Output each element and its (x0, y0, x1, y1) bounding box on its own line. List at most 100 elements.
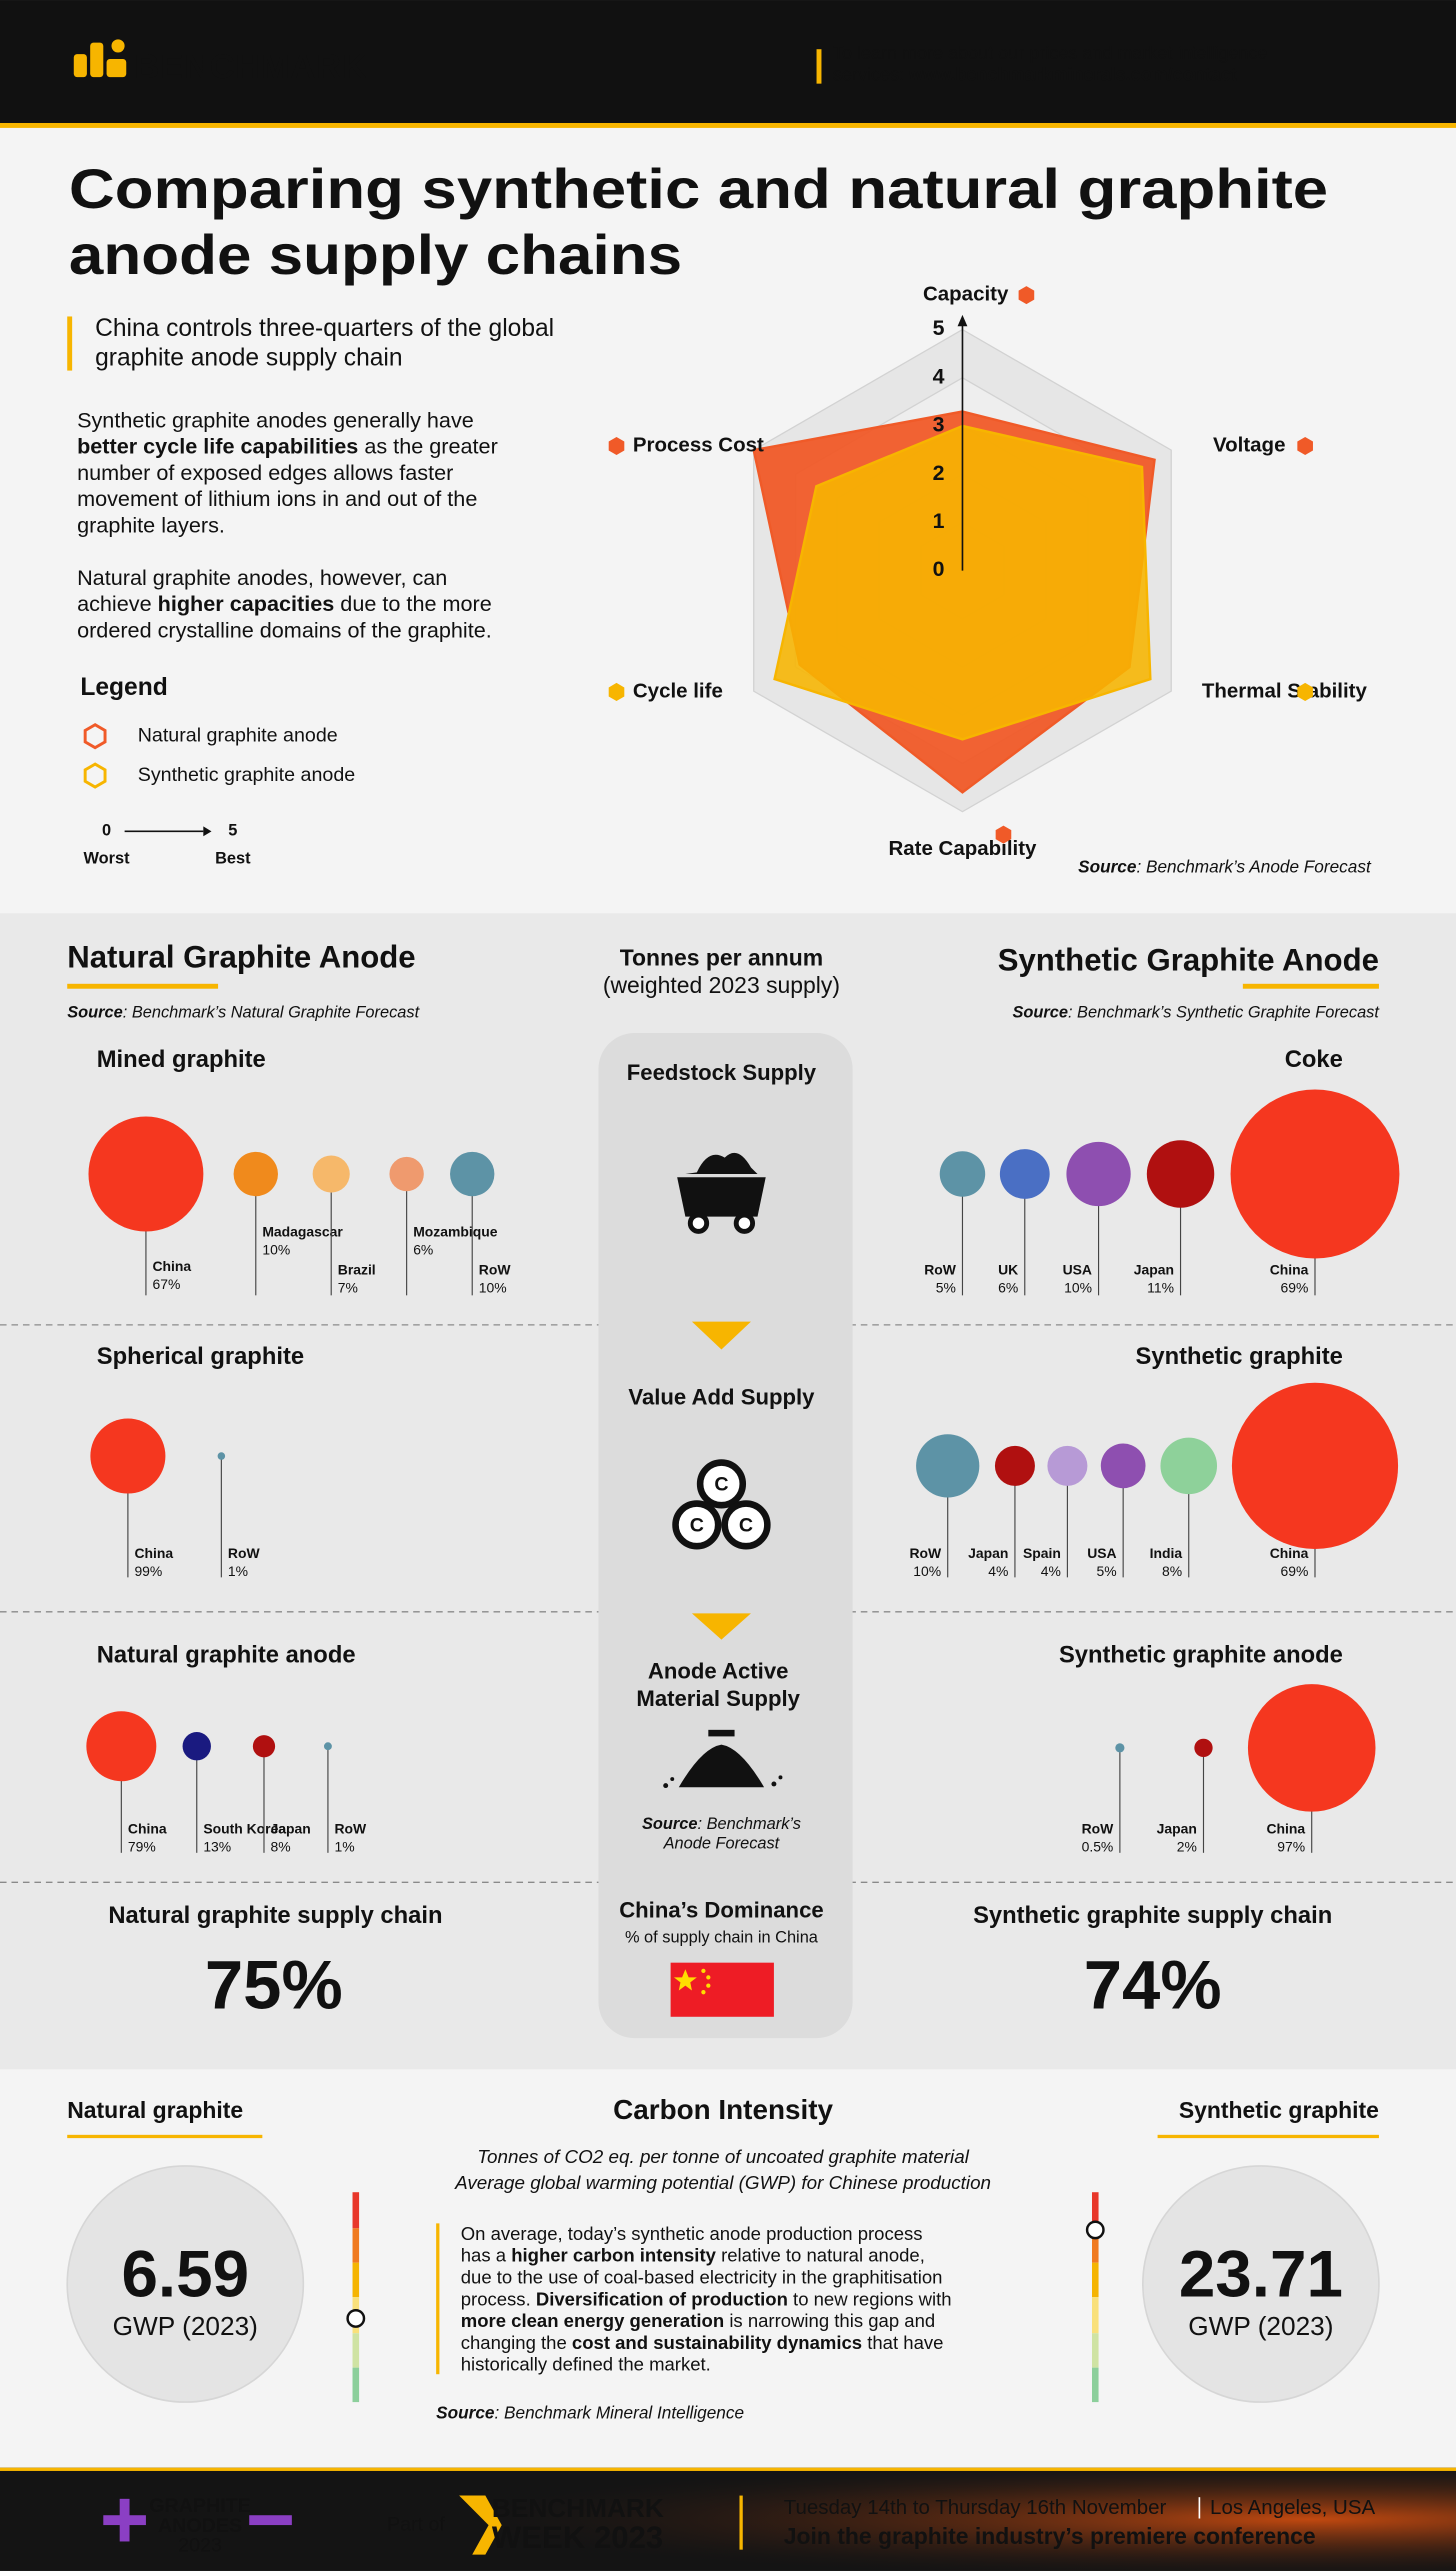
event-name: 2023 (178, 2535, 222, 2557)
bubble (1047, 1445, 1088, 1486)
gwp-unit: GWP (2023) (1188, 2311, 1333, 2341)
bubble (999, 1149, 1050, 1199)
category-label: Japan (1157, 1821, 1197, 1837)
r-tick-label: 4 (933, 364, 945, 388)
source: Source: Benchmark’s Anode Forecast (1078, 856, 1372, 876)
bubble (88, 1116, 204, 1232)
text-run: Source (436, 2402, 495, 2422)
body-line: historically defined the market. (461, 2354, 711, 2375)
text-run: Source (642, 1815, 698, 1833)
value-label: 8% (1162, 1563, 1182, 1579)
text-run: better cycle life capabilities (77, 433, 358, 458)
event-name: ANODES (158, 2515, 242, 2537)
chain-title: Natural graphite supply chain (108, 1902, 442, 1929)
tagline: Join the graphite industry’s premiere co… (784, 2523, 1316, 2549)
carbon-subtitle: Average global warming potential (GWP) f… (454, 2172, 991, 2193)
body-line: On average, today’s synthetic anode prod… (461, 2223, 923, 2244)
value-label: 5% (1096, 1563, 1116, 1579)
value-label: 5% (936, 1279, 956, 1295)
flow-arrow (691, 1613, 751, 1640)
value-label: 8% (271, 1839, 291, 1855)
value-label: 1% (334, 1839, 354, 1855)
globe (66, 2165, 1380, 2403)
bubble (217, 1452, 226, 1460)
source: Source: Benchmark’s Natural Graphite For… (67, 1004, 420, 1022)
chart-title: Synthetic graphite (1136, 1343, 1343, 1370)
text-run: due to the use of coal-based electricity… (461, 2266, 943, 2287)
value-label: 6% (413, 1242, 433, 1258)
text-run: more clean energy generation (461, 2310, 724, 2331)
value-label: 1% (228, 1563, 248, 1579)
value-label: 10% (1064, 1279, 1092, 1295)
page-title: anode supply chains (69, 224, 682, 286)
text-run: services: (833, 64, 909, 84)
category-marker (1018, 286, 1035, 305)
legend-label: Natural graphite anode (138, 724, 338, 746)
axis-category: Capacity (923, 283, 1009, 306)
scale-arrow-head (203, 826, 212, 837)
legend-label: Synthetic graphite anode (138, 764, 356, 786)
subtitle-rule (67, 316, 73, 371)
category-label: Mozambique (413, 1224, 498, 1240)
carbon-title: Carbon Intensity (613, 2094, 833, 2125)
axis-category: Thermal Stability (1202, 679, 1368, 702)
text-run: number of exposed edges allows faster (77, 460, 453, 485)
contact-text: To learn more about our prices and marke… (833, 43, 1268, 63)
r-tick-label: 3 (933, 413, 945, 437)
body-rule (436, 2223, 440, 2375)
axis-category: Cycle life (633, 679, 723, 702)
category-label: Madagascar (262, 1224, 343, 1240)
chain-title: Synthetic graphite supply chain (973, 1902, 1332, 1929)
text-run: Diversification of production (536, 2288, 788, 2309)
carbon-subtitle: Tonnes of CO2 eq. per tonne of uncoated … (477, 2146, 969, 2167)
bubble (1066, 1141, 1131, 1207)
category-label: RoW (924, 1261, 957, 1277)
icon-letter: C (690, 1515, 704, 1537)
value-label: 6% (998, 1279, 1018, 1295)
radar-area (773, 424, 1152, 741)
axis-category: Voltage (1213, 433, 1285, 456)
text-run: ordered crystalline domains of the graph… (77, 617, 492, 642)
bubble (312, 1155, 350, 1193)
stage-label: Material Supply (636, 1686, 800, 1711)
r-tick-label: 5 (933, 316, 945, 340)
week-name: WEEK 2023 (492, 2520, 663, 2555)
carbon-icon (672, 1459, 771, 1550)
text-run: : Benchmark’s (697, 1815, 800, 1833)
text-run: www.benchmarkminerals.com/contact (908, 64, 1237, 84)
legend-marker (83, 762, 107, 789)
text-run: higher capacities (158, 591, 335, 616)
body-line: changing the cost and sustainability dyn… (461, 2332, 944, 2353)
value-label: 2% (1177, 1839, 1197, 1855)
value-label: 69% (1281, 1279, 1309, 1295)
flow-arrow (691, 1321, 751, 1350)
icon-letter: C (739, 1515, 753, 1537)
category-label: USA (1087, 1545, 1116, 1561)
text-run: that have (862, 2332, 943, 2353)
bubble (1247, 1684, 1376, 1812)
chain-value: 74% (1084, 1947, 1222, 2024)
text-run: Natural graphite anodes, however, can (77, 565, 447, 590)
intro-line: number of exposed edges allows faster (77, 460, 453, 485)
pile-icon (663, 1729, 783, 1789)
dominance-subtitle: % of supply chain in China (625, 1928, 819, 1946)
chart-title: Mined graphite (97, 1046, 266, 1073)
value-label: 11% (1147, 1279, 1174, 1295)
text-run: relative to natural anode, (716, 2245, 925, 2266)
stage-label: Anode Active (648, 1658, 789, 1683)
category-label: India (1150, 1545, 1183, 1561)
brand-logo (73, 39, 127, 78)
footer-glow (0, 2467, 1456, 2571)
category-label: China (1270, 1545, 1309, 1561)
axis-category: Process Cost (633, 433, 764, 456)
bubble (252, 1735, 276, 1758)
text-run: Synthetic graphite anodes generally have (77, 407, 474, 432)
scale-label: Best (215, 850, 251, 868)
header-rule (0, 122, 1456, 128)
category-marker (1297, 436, 1313, 456)
event-logo (103, 2498, 292, 2542)
scale-label: Worst (84, 850, 131, 868)
text-run: On average, today’s synthetic anode prod… (461, 2223, 923, 2244)
value-label: 0.5% (1082, 1839, 1114, 1855)
text-run: process. (461, 2288, 536, 2309)
